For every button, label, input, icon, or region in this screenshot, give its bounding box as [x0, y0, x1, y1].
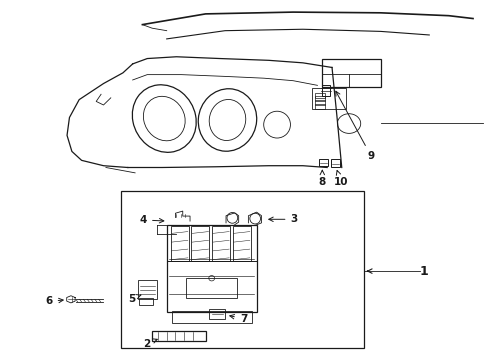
Text: 10: 10 [333, 170, 347, 187]
Bar [166, 225, 256, 312]
Text: 8: 8 [318, 170, 325, 187]
Bar [191, 226, 209, 261]
Text: 9: 9 [335, 91, 374, 161]
Bar [330, 159, 339, 167]
Text: 4: 4 [140, 215, 163, 225]
Bar [170, 226, 188, 261]
Bar [152, 331, 205, 342]
Bar [314, 104, 325, 109]
Bar [211, 226, 230, 261]
Bar [314, 93, 325, 98]
Bar [232, 226, 250, 261]
Bar [318, 158, 327, 166]
Text: 1: 1 [419, 265, 428, 278]
Text: 2: 2 [142, 339, 157, 348]
Text: 7: 7 [229, 314, 247, 324]
Text: 5: 5 [128, 294, 141, 303]
Bar [322, 85, 329, 96]
Bar [186, 278, 237, 298]
Bar [137, 280, 157, 298]
Bar [120, 191, 363, 348]
Bar [209, 309, 224, 319]
Bar [139, 298, 153, 305]
Bar [314, 100, 325, 105]
Bar [311, 88, 345, 109]
Bar [171, 311, 251, 323]
Text: 6: 6 [45, 296, 63, 306]
Bar [322, 59, 380, 87]
Bar [314, 96, 325, 102]
Text: 3: 3 [268, 214, 297, 224]
